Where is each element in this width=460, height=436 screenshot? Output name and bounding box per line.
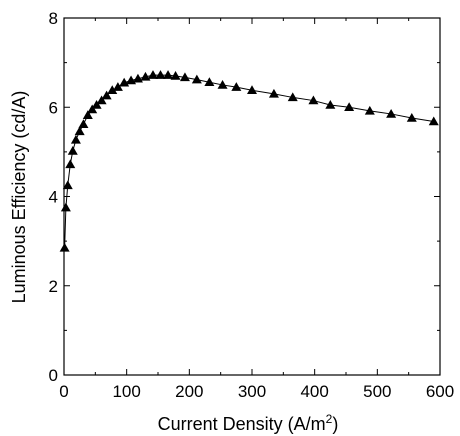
data-point-marker [119,77,130,87]
data-point-marker [428,116,439,126]
data-point-marker [204,77,215,87]
data-point-marker [268,88,279,98]
data-point-marker [386,108,397,118]
y-tick-label: 8 [49,9,58,28]
data-point-marker [179,72,190,82]
axis-ticks [63,17,441,376]
data-point-marker [67,145,78,155]
x-tick-label: 300 [238,382,266,401]
x-axis-title-superscript: 2 [326,412,333,426]
data-markers [59,70,439,252]
data-point-marker [170,71,181,80]
data-point-marker [344,102,355,111]
series-line [64,74,434,248]
data-point-marker [62,180,73,190]
data-point-marker [112,82,123,91]
data-point-marker [101,90,112,100]
x-tick-label: 200 [175,382,203,401]
data-point-marker [91,100,102,109]
x-tick-label: 400 [300,382,328,401]
data-point-marker [60,202,71,212]
data-point-marker [406,112,417,122]
data-point-marker [163,70,174,79]
x-tick-label: 500 [363,382,391,401]
data-point-marker [191,74,202,84]
tick-labels: 0 100 200 300 400 500 600 0 2 4 6 8 [49,9,455,401]
x-tick-label: 600 [426,382,454,401]
data-point-marker [287,92,298,102]
data-point-marker [364,105,375,115]
data-point-marker [70,134,81,144]
data-point-marker [82,110,93,120]
data-point-marker [217,79,228,89]
data-point-marker [65,159,76,169]
data-point-marker [140,71,151,81]
y-tick-label: 6 [49,98,58,117]
y-axis-title: Luminous Efficiency (cd/A) [9,91,29,304]
data-point-marker [132,73,143,83]
plot-frame [63,17,441,376]
y-tick-label: 4 [49,188,58,207]
data-point-marker [147,70,158,79]
data-point-marker [87,104,98,114]
data-point-marker [155,70,166,79]
x-tick-label: 0 [59,382,68,401]
data-point-marker [78,119,89,128]
data-point-marker [231,82,242,91]
y-tick-label: 2 [49,277,58,296]
data-point-marker [107,85,118,95]
data-point-marker [308,95,319,105]
x-tick-label: 100 [112,382,140,401]
data-point-marker [325,100,336,109]
data-point-marker [59,242,70,252]
y-tick-label: 0 [49,366,58,385]
x-axis-title: Current Density (A/m2) [158,412,339,434]
data-point-marker [96,95,107,105]
data-point-marker [247,85,257,95]
x-axis-title-suffix: ) [332,414,338,434]
data-point-marker [74,126,85,136]
